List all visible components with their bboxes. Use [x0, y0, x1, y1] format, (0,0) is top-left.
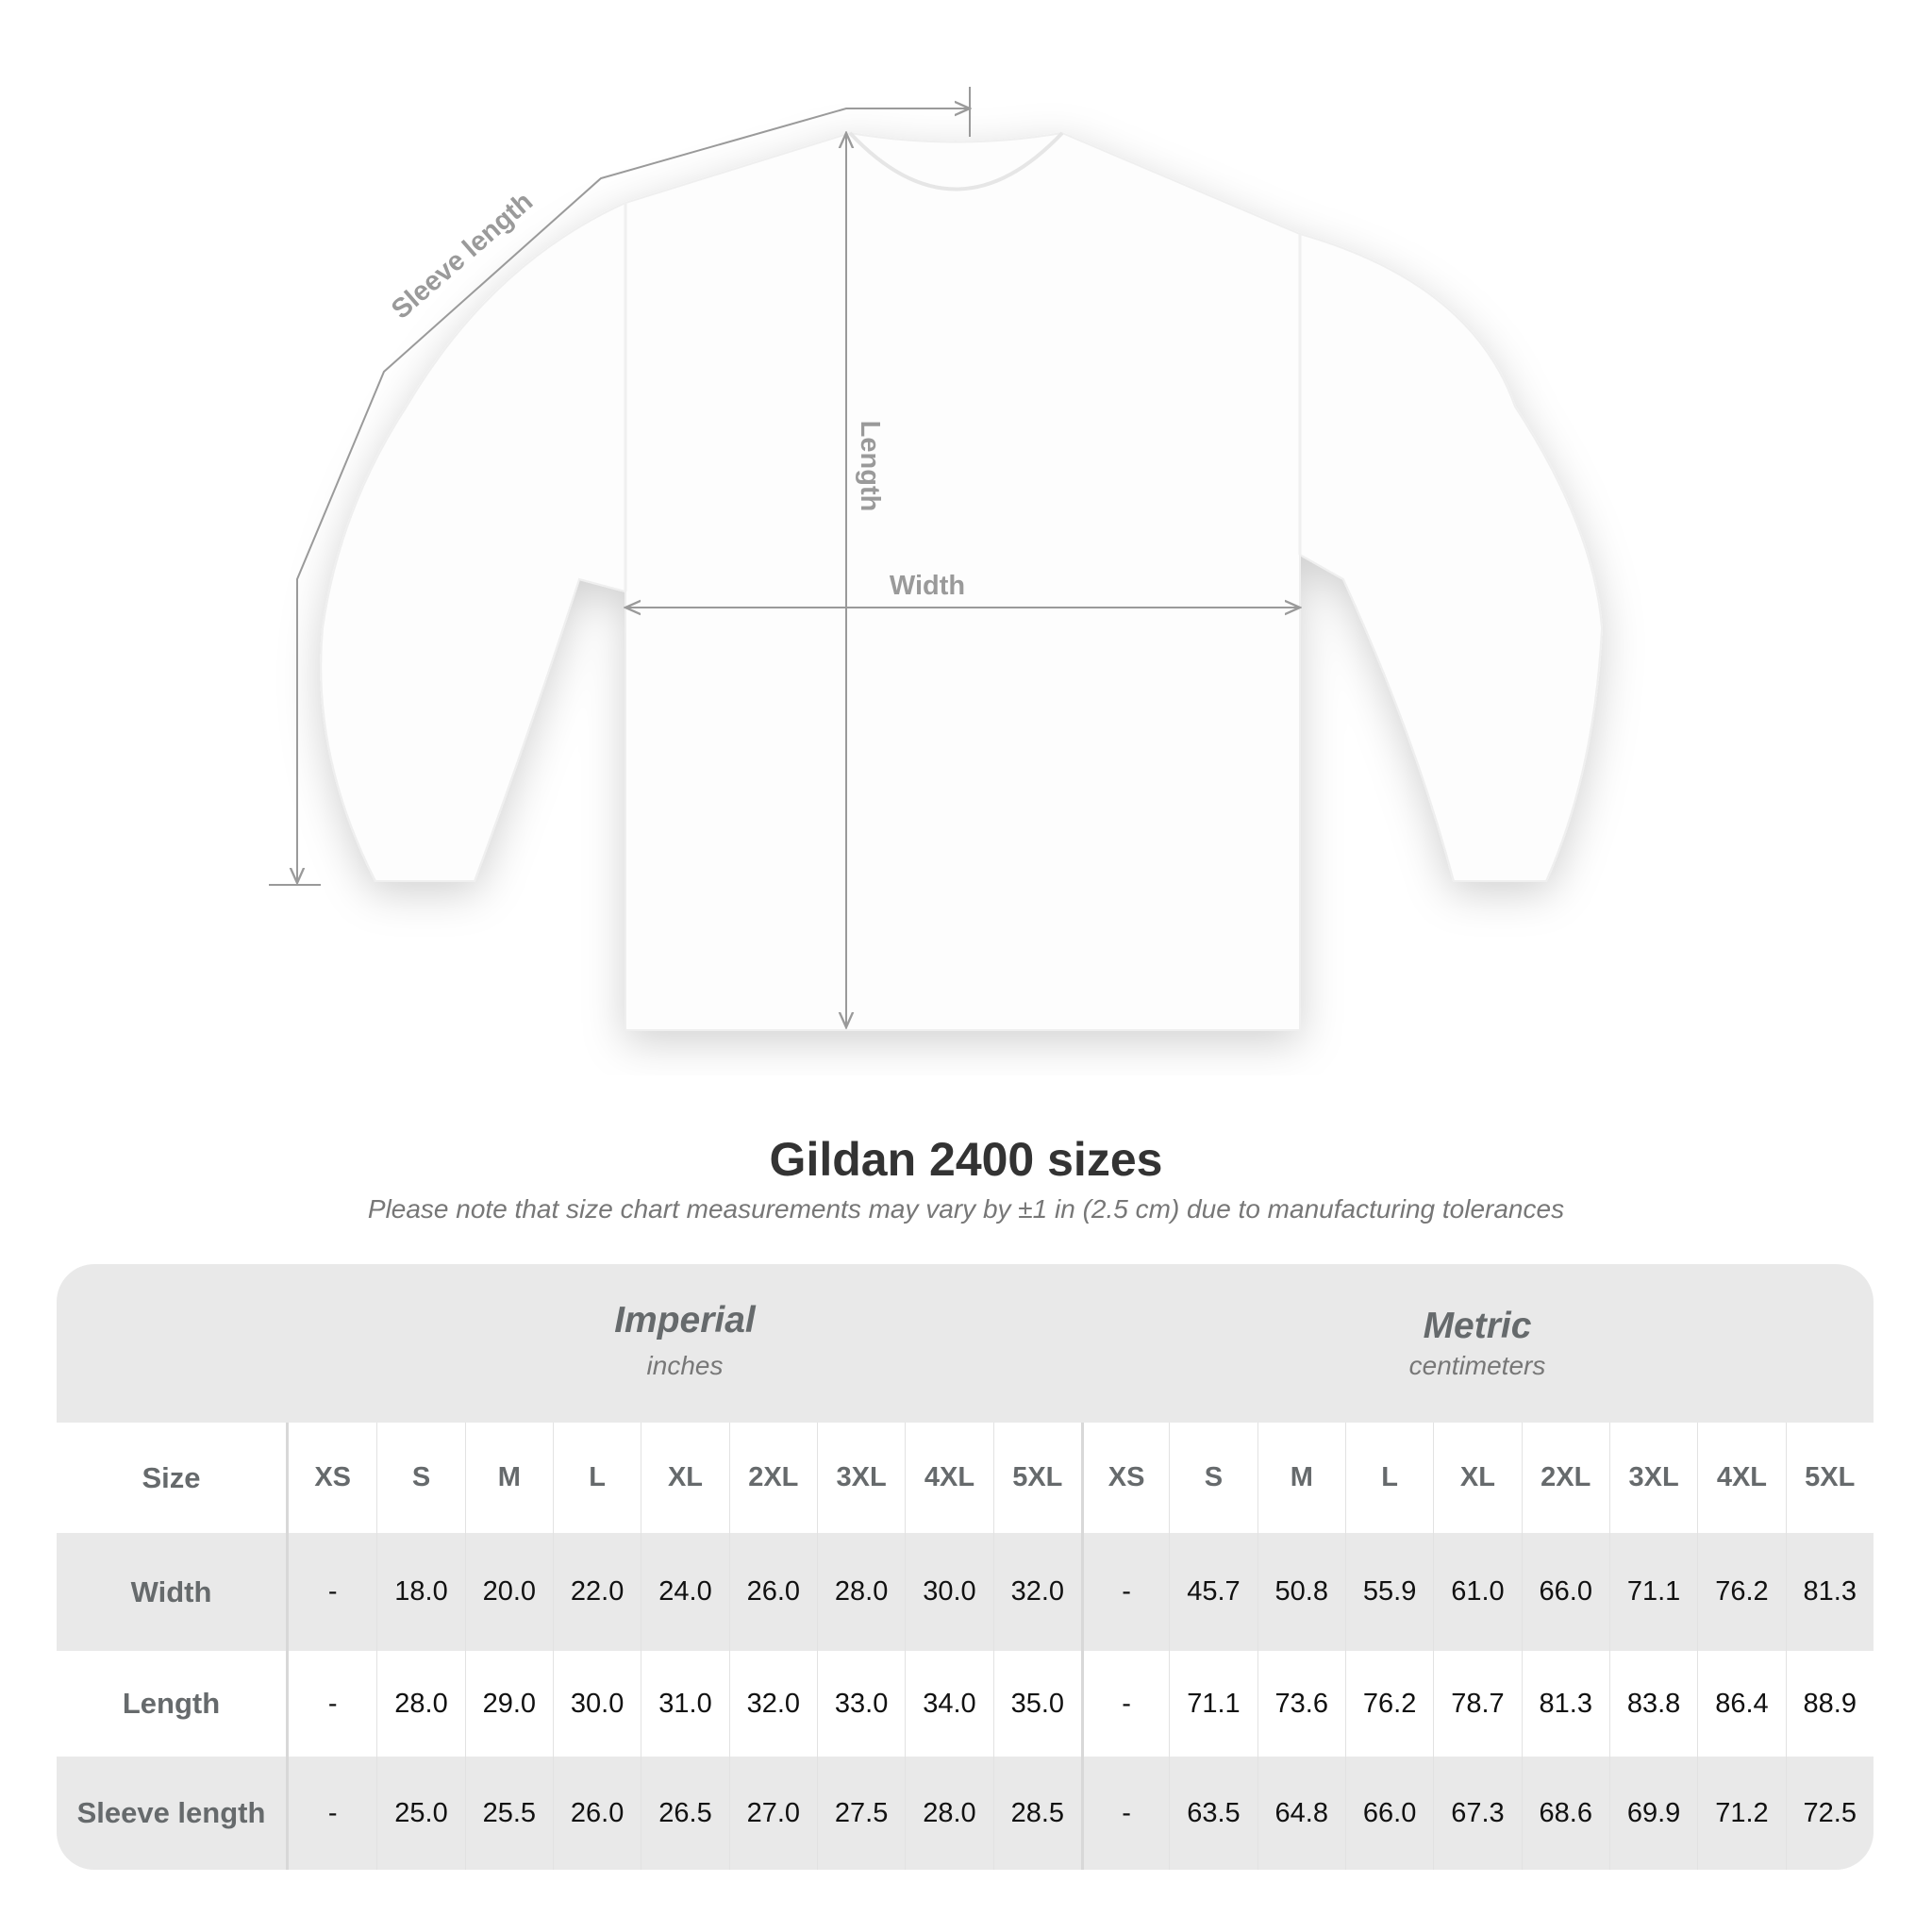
size-metric-header: S — [1169, 1423, 1257, 1533]
size-metric-header: 3XL — [1608, 1423, 1697, 1533]
width-label: Width — [890, 571, 965, 601]
size-imperial-header: XS — [314, 1462, 351, 1492]
value-imperial: 32.0 — [992, 1533, 1081, 1651]
value-metric: - — [1080, 1651, 1169, 1757]
value-metric: 66.0 — [1521, 1533, 1609, 1651]
value-imperial: 35.0 — [992, 1651, 1081, 1757]
value-imperial: 31.0 — [641, 1651, 728, 1757]
value-metric: - — [1080, 1757, 1169, 1870]
size-table: Imperial inches Metric centimeters Size X… — [57, 1264, 1874, 1870]
value-imperial: 29.0 — [464, 1651, 553, 1757]
value-imperial: 28.0 — [816, 1533, 905, 1651]
value-imperial: 28.0 — [376, 1651, 464, 1757]
size-imperial-header: 2XL — [728, 1423, 817, 1533]
value-metric: - — [1080, 1533, 1169, 1651]
size-imperial-header: L — [552, 1423, 641, 1533]
value-imperial: - — [327, 1688, 338, 1719]
row-label: Width — [57, 1533, 289, 1651]
value-metric: 71.2 — [1697, 1757, 1785, 1870]
value-imperial: 25.0 — [376, 1757, 464, 1870]
size-imperial-header: 4XL — [905, 1423, 992, 1533]
table-row: Length -28.0 29.0 30.0 31.0 32.0 33.0 34.0 35.0-… — [57, 1651, 1874, 1757]
size-metric-header: 4XL — [1697, 1423, 1785, 1533]
value-metric: 73.6 — [1257, 1651, 1345, 1757]
size-imperial-header: M — [464, 1423, 553, 1533]
value-metric: 50.8 — [1257, 1533, 1345, 1651]
value-metric: 76.2 — [1697, 1533, 1785, 1651]
value-metric: 63.5 — [1169, 1757, 1257, 1870]
value-imperial: 28.0 — [905, 1757, 992, 1870]
imperial-unit: inches — [646, 1351, 724, 1380]
table-row: Sleeve length -25.0 25.5 26.0 26.5 27.0 27.5 28… — [57, 1757, 1874, 1870]
value-imperial: 24.0 — [641, 1533, 728, 1651]
value-metric: 61.0 — [1433, 1533, 1521, 1651]
row-label: Length — [57, 1651, 289, 1757]
value-metric: 71.1 — [1608, 1533, 1697, 1651]
chart-title: Gildan 2400 sizes — [769, 1133, 1163, 1186]
metric-header: Metric centimeters — [1081, 1264, 1874, 1423]
value-imperial: 30.0 — [905, 1533, 992, 1651]
value-imperial: 30.0 — [552, 1651, 641, 1757]
value-metric: 86.4 — [1697, 1651, 1785, 1757]
value-imperial: - — [327, 1797, 338, 1828]
value-metric: 76.2 — [1344, 1651, 1433, 1757]
length-label: Length — [855, 421, 885, 512]
metric-unit: centimeters — [1408, 1351, 1546, 1380]
value-imperial: 20.0 — [464, 1533, 553, 1651]
value-imperial: 33.0 — [816, 1651, 905, 1757]
size-metric-header: 2XL — [1521, 1423, 1609, 1533]
value-imperial: 28.5 — [992, 1757, 1081, 1870]
value-imperial: 34.0 — [905, 1651, 992, 1757]
value-imperial: 25.5 — [464, 1757, 553, 1870]
size-metric-header: M — [1257, 1423, 1345, 1533]
value-metric: 66.0 — [1344, 1757, 1433, 1870]
shirt-measurement-diagram: Sleeve length Length Width — [269, 87, 1604, 1031]
size-metric-header: XL — [1433, 1423, 1521, 1533]
value-metric: 55.9 — [1344, 1533, 1433, 1651]
size-imperial-header: 5XL — [992, 1423, 1081, 1533]
row-label: Size — [57, 1423, 289, 1533]
size-metric-header: XS — [1080, 1423, 1169, 1533]
size-header-row: Size XS S M L XL 2XL 3XL 4XL 5XL XS S M L XL 2XL 3XL 4XL 5… — [57, 1423, 1874, 1533]
value-imperial: 26.0 — [552, 1757, 641, 1870]
size-metric-header: L — [1344, 1423, 1433, 1533]
value-metric: 68.6 — [1521, 1757, 1609, 1870]
value-imperial: - — [327, 1576, 338, 1607]
value-metric: 45.7 — [1169, 1533, 1257, 1651]
imperial-title: Imperial — [614, 1300, 756, 1341]
row-label: Sleeve length — [57, 1757, 289, 1870]
value-metric: 64.8 — [1257, 1757, 1345, 1870]
value-metric: 81.3 — [1785, 1533, 1874, 1651]
size-imperial-header: XL — [641, 1423, 728, 1533]
table-row: Width -18.0 20.0 22.0 24.0 26.0 28.0 30.0 32.0-4… — [57, 1533, 1874, 1651]
size-imperial-header: 3XL — [816, 1423, 905, 1533]
metric-title: Metric — [1423, 1306, 1532, 1346]
value-metric: 88.9 — [1785, 1651, 1874, 1757]
value-imperial: 32.0 — [728, 1651, 817, 1757]
size-imperial-header: S — [376, 1423, 464, 1533]
sleeve-length-line — [297, 108, 970, 883]
value-imperial: 27.5 — [816, 1757, 905, 1870]
value-imperial: 26.0 — [728, 1533, 817, 1651]
value-imperial: 26.5 — [641, 1757, 728, 1870]
value-imperial: 27.0 — [728, 1757, 817, 1870]
value-metric: 81.3 — [1521, 1651, 1609, 1757]
value-metric: 83.8 — [1608, 1651, 1697, 1757]
imperial-header: Imperial inches — [289, 1264, 1081, 1423]
value-metric: 67.3 — [1433, 1757, 1521, 1870]
tolerance-note: Please note that size chart measurements… — [367, 1194, 1565, 1224]
value-metric: 69.9 — [1608, 1757, 1697, 1870]
value-imperial: 22.0 — [552, 1533, 641, 1651]
value-metric: 72.5 — [1785, 1757, 1874, 1870]
size-metric-header: 5XL — [1785, 1423, 1874, 1533]
value-imperial: 18.0 — [376, 1533, 464, 1651]
value-metric: 71.1 — [1169, 1651, 1257, 1757]
value-metric: 78.7 — [1433, 1651, 1521, 1757]
